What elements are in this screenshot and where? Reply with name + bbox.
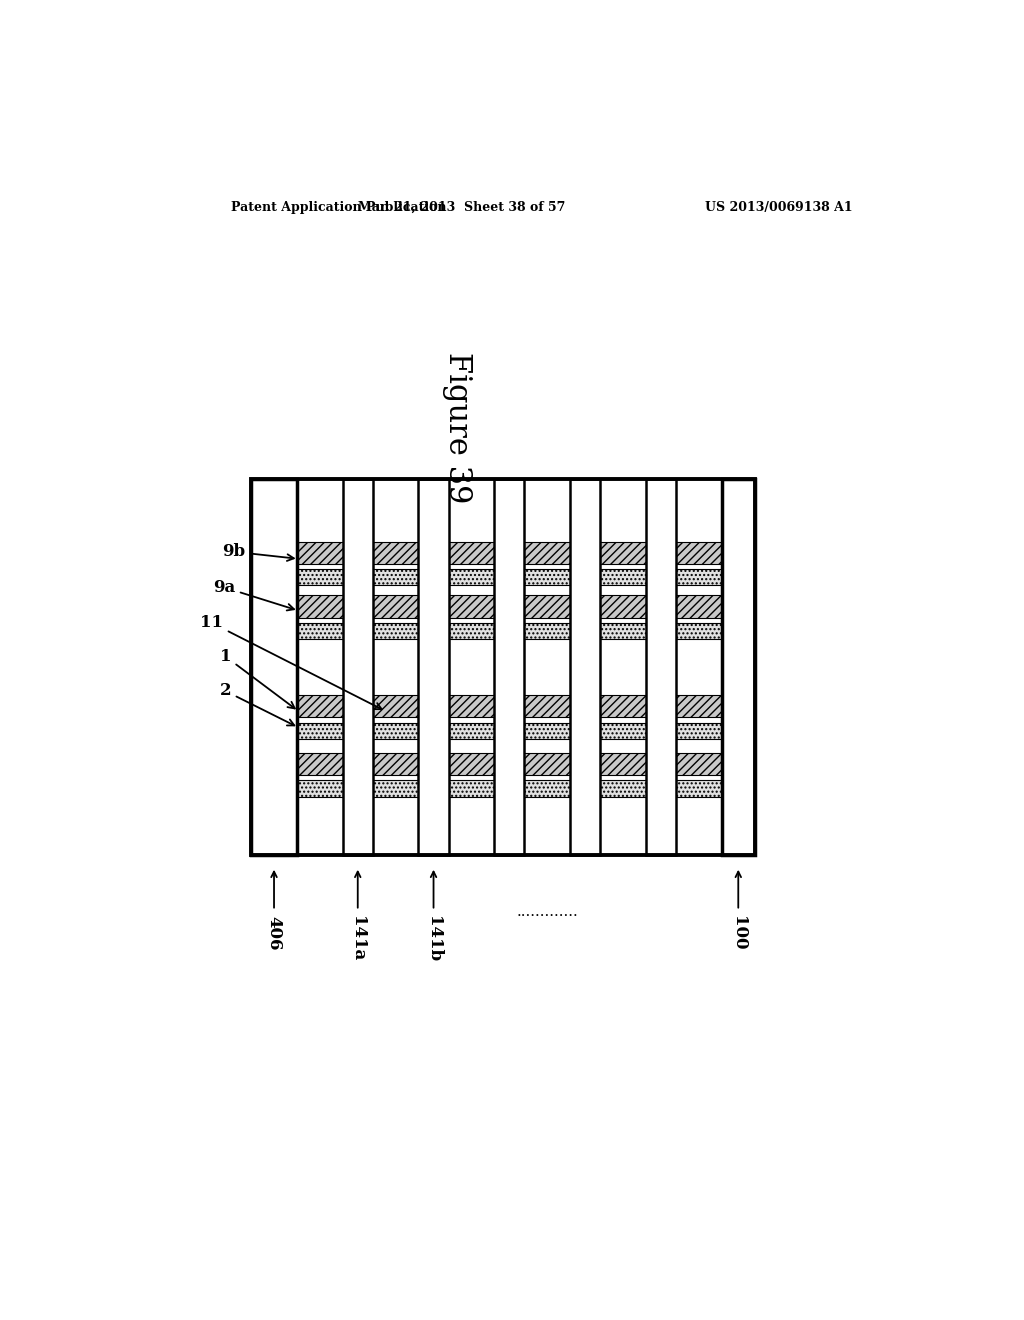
Text: 141b: 141b <box>425 916 442 962</box>
Text: .............: ............. <box>516 906 579 920</box>
Bar <box>251 479 297 854</box>
Bar <box>251 479 755 854</box>
Text: Patent Application Publication: Patent Application Publication <box>231 201 446 214</box>
Bar <box>297 569 722 585</box>
Bar <box>297 752 722 775</box>
Bar <box>297 722 722 739</box>
Text: 100: 100 <box>730 916 746 950</box>
Bar <box>297 780 722 797</box>
Bar <box>343 479 373 854</box>
Bar <box>722 479 755 854</box>
Bar <box>297 541 722 564</box>
Text: 406: 406 <box>265 916 283 950</box>
Text: US 2013/0069138 A1: US 2013/0069138 A1 <box>705 201 853 214</box>
Text: 2: 2 <box>219 682 294 726</box>
Text: Mar. 21, 2013  Sheet 38 of 57: Mar. 21, 2013 Sheet 38 of 57 <box>357 201 565 214</box>
Text: 141a: 141a <box>349 916 367 961</box>
Text: Figure 39: Figure 39 <box>441 352 473 503</box>
Bar <box>570 479 600 854</box>
Bar <box>297 595 722 618</box>
Bar <box>297 696 722 718</box>
Bar <box>297 623 722 639</box>
Text: 11: 11 <box>201 614 382 709</box>
Bar <box>495 479 524 854</box>
Bar <box>251 479 755 854</box>
Text: 9a: 9a <box>213 579 294 610</box>
Text: 9b: 9b <box>222 544 294 561</box>
Bar <box>646 479 676 854</box>
Text: 1: 1 <box>220 648 295 709</box>
Bar <box>419 479 449 854</box>
